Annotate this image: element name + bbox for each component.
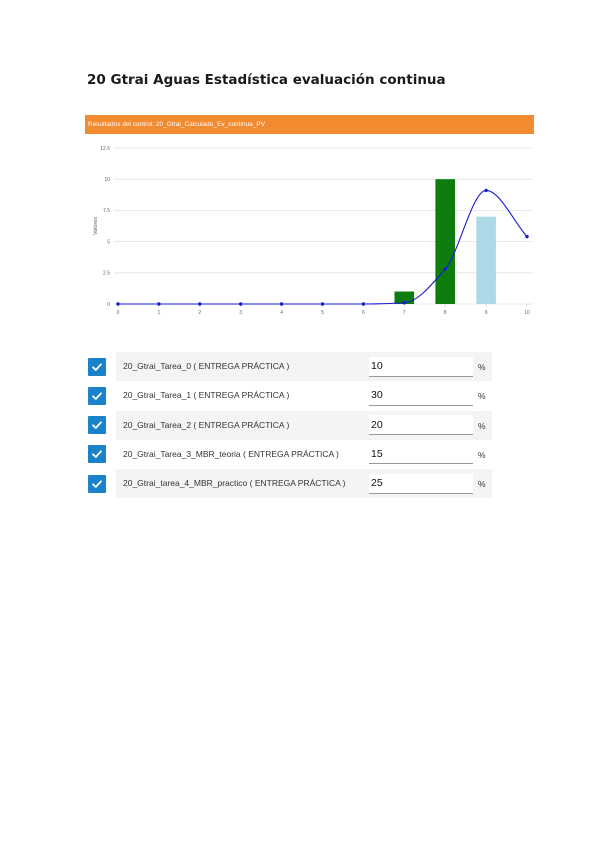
weight-input[interactable]	[369, 356, 473, 377]
chart-header: Resultados del control: 20_Gtrai_Calcula…	[85, 115, 534, 134]
bar	[476, 216, 496, 304]
page-title: 20 Gtrai Aguas Estadística evaluación co…	[87, 72, 446, 88]
weight-input[interactable]	[369, 415, 473, 436]
check-icon	[92, 392, 102, 400]
data-point	[320, 302, 325, 306]
x-tick-label: 9	[485, 310, 488, 316]
y-tick-label: 10	[104, 177, 110, 183]
y-tick-label: 2.5	[103, 271, 110, 277]
task-label: 20_Gtrai_Tarea_2 ( ENTREGA PRÁCTICA )	[123, 419, 290, 430]
task-row: 20_Gtrai_tarea_4_MBR_practico ( ENTREGA …	[85, 469, 492, 499]
bar	[394, 291, 415, 304]
check-icon	[92, 450, 102, 459]
data-point	[198, 302, 202, 306]
task-checkbox[interactable]	[88, 474, 106, 493]
percent-label: %	[478, 391, 486, 402]
check-icon	[92, 421, 102, 429]
x-tick-label: 2	[198, 310, 201, 316]
x-tick-label: 6	[362, 310, 365, 316]
y-tick-label: 12.5	[100, 146, 110, 152]
weight-input[interactable]	[369, 444, 473, 465]
x-tick-label: 1	[158, 310, 161, 316]
task-list: 20_Gtrai_Tarea_0 ( ENTREGA PRÁCTICA ) % …	[85, 352, 492, 499]
task-label: 20_Gtrai_Tarea_3_MBR_teoria ( ENTREGA PR…	[123, 448, 339, 459]
x-tick-label: 8	[444, 310, 447, 316]
task-row-body: 20_Gtrai_Tarea_2 ( ENTREGA PRÁCTICA ) %	[116, 410, 492, 440]
task-label: 20_Gtrai_Tarea_1 ( ENTREGA PRÁCTICA )	[123, 390, 290, 401]
x-tick-label: 0	[117, 310, 120, 316]
data-point	[157, 302, 161, 306]
task-row: 20_Gtrai_Tarea_0 ( ENTREGA PRÁCTICA ) %	[85, 352, 492, 382]
task-checkbox[interactable]	[88, 386, 106, 405]
data-point	[402, 301, 406, 305]
task-row-body: 20_Gtrai_Tarea_3_MBR_teoria ( ENTREGA PR…	[116, 439, 492, 470]
y-tick-label: 0	[107, 302, 110, 308]
percent-label: %	[478, 449, 486, 460]
series-line	[118, 189, 528, 305]
task-label: 20_Gtrai_tarea_4_MBR_practico ( ENTREGA …	[123, 478, 346, 489]
results-chart: 0 2.5 5 7.5 10 12.5 Valores 0 1 2 3 4 5 6 7 8 9 10	[85, 138, 534, 318]
task-checkbox[interactable]	[88, 445, 106, 464]
y-tick-label: 7.5	[103, 208, 110, 214]
check-icon	[92, 362, 102, 371]
task-row: 20_Gtrai_Tarea_3_MBR_teoria ( ENTREGA PR…	[85, 439, 492, 470]
x-tick-label: 10	[524, 310, 530, 316]
weight-input[interactable]	[369, 473, 473, 494]
task-row: 20_Gtrai_Tarea_2 ( ENTREGA PRÁCTICA ) %	[85, 410, 492, 440]
x-tick-label: 3	[239, 310, 242, 316]
task-row-body: 20_Gtrai_tarea_4_MBR_practico ( ENTREGA …	[116, 469, 492, 499]
task-row-body: 20_Gtrai_Tarea_1 ( ENTREGA PRÁCTICA ) %	[116, 381, 492, 411]
data-point	[361, 302, 366, 306]
data-point	[279, 302, 284, 306]
task-row-body: 20_Gtrai_Tarea_0 ( ENTREGA PRÁCTICA ) %	[116, 352, 492, 382]
x-tick-label: 4	[280, 310, 283, 316]
percent-label: %	[478, 479, 486, 490]
y-tick-label: 5	[107, 239, 110, 245]
percent-label: %	[478, 362, 486, 372]
bar	[435, 179, 456, 304]
data-point	[239, 302, 243, 306]
x-tick-label: 5	[321, 310, 324, 316]
task-label: 20_Gtrai_Tarea_0 ( ENTREGA PRÁCTICA )	[123, 361, 290, 371]
data-point	[484, 188, 488, 193]
results-chart-svg: 0 2.5 5 7.5 10 12.5 Valores 0 1 2 3 4 5 6 7 8 9 10	[93, 146, 533, 316]
task-checkbox[interactable]	[88, 416, 106, 435]
weight-input[interactable]	[369, 385, 473, 406]
check-icon	[92, 480, 102, 488]
data-point	[116, 302, 120, 306]
task-row: 20_Gtrai_Tarea_1 ( ENTREGA PRÁCTICA ) %	[85, 381, 492, 411]
data-point	[525, 234, 529, 239]
percent-label: %	[478, 420, 486, 431]
y-axis-label: Valores	[93, 217, 99, 235]
task-checkbox[interactable]	[88, 357, 106, 376]
data-point	[443, 267, 447, 271]
x-tick-label: 7	[403, 310, 406, 316]
